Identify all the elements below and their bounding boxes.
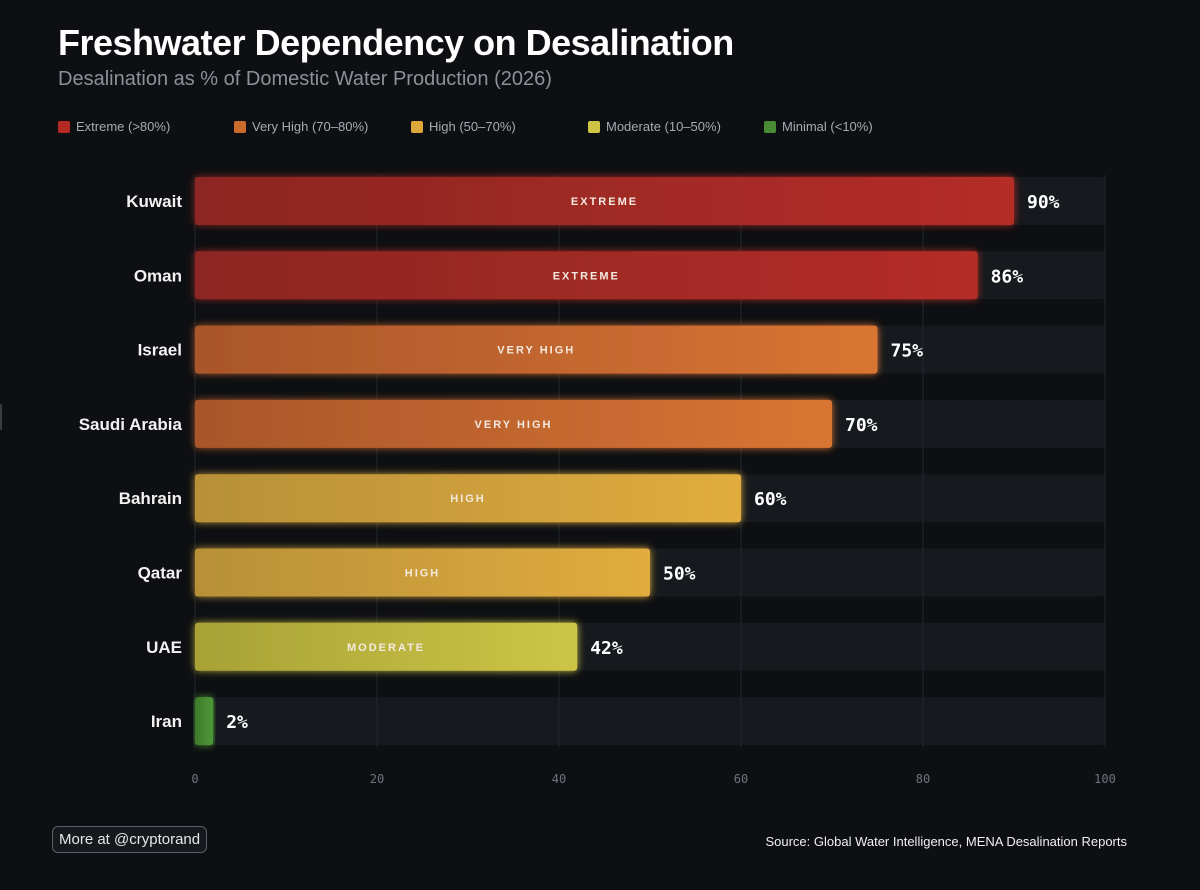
legend-swatch-extreme [58, 120, 70, 133]
x-tick-label: 20 [370, 772, 384, 786]
bar [195, 548, 650, 597]
legend-item-high: High (50–70%) [411, 119, 516, 134]
legend-label-extreme: Extreme (>80%) [76, 119, 171, 134]
bar [195, 325, 878, 374]
legend-swatch-moderate [588, 120, 600, 133]
legend-label-high: High (50–70%) [429, 119, 516, 134]
x-tick-label: 40 [552, 772, 566, 786]
legend-swatch-high [411, 120, 423, 133]
tier-label: HIGH [405, 568, 441, 580]
bar [195, 697, 214, 746]
value-label: 2% [226, 712, 248, 733]
x-tick-label: 100 [1094, 772, 1116, 786]
category-label: Iran [151, 712, 182, 731]
more-link-button[interactable]: More at @cryptorand [52, 826, 208, 853]
source-note: Source: Global Water Intelligence, MENA … [765, 834, 1127, 849]
x-tick-label: 80 [916, 772, 930, 786]
x-tick-label: 0 [191, 772, 198, 786]
bar-track [195, 697, 1105, 746]
value-label: 90% [1027, 192, 1060, 213]
legend-label-very-high: Very High (70–80%) [252, 119, 369, 134]
value-label: 50% [663, 564, 696, 585]
legend-label-minimal: Minimal (<10%) [782, 119, 873, 134]
tier-label: EXTREME [571, 196, 638, 208]
tier-label: VERY HIGH [475, 419, 553, 431]
category-label: UAE [146, 638, 182, 657]
category-label: Oman [134, 266, 182, 285]
legend-swatch-very-high [234, 120, 246, 133]
bar [195, 474, 741, 523]
tier-label: HIGH [450, 493, 486, 505]
bar [195, 251, 978, 300]
chart-subtitle: Desalination as % of Domestic Water Prod… [58, 68, 552, 90]
legend-item-minimal: Minimal (<10%) [764, 119, 873, 134]
x-tick-label: 60 [734, 772, 748, 786]
bar [195, 177, 1014, 225]
value-label: 70% [845, 415, 878, 436]
legend-label-moderate: Moderate (10–50%) [606, 119, 721, 134]
category-label: Saudi Arabia [79, 415, 183, 434]
category-label: Kuwait [126, 192, 182, 211]
value-label: 75% [891, 341, 924, 362]
tier-label: MODERATE [347, 642, 425, 654]
legend-swatch-minimal [764, 120, 776, 133]
legend-item-very-high: Very High (70–80%) [234, 119, 368, 134]
category-label: Bahrain [119, 489, 182, 508]
legend-item-extreme: Extreme (>80%) [58, 119, 170, 134]
value-label: 42% [590, 638, 623, 659]
bar [195, 622, 578, 671]
tier-label: EXTREME [553, 270, 620, 282]
chart-title: Freshwater Dependency on Desalination [58, 22, 734, 63]
value-label: 86% [991, 266, 1024, 287]
edge-marker [0, 404, 2, 430]
legend: Extreme (>80%) Very High (70–80%) High (… [58, 119, 1158, 137]
category-label: Qatar [138, 564, 183, 583]
tier-label: VERY HIGH [497, 345, 575, 357]
legend-item-moderate: Moderate (10–50%) [588, 119, 721, 134]
bar [195, 399, 832, 448]
category-label: Israel [138, 341, 182, 360]
value-label: 60% [754, 489, 787, 510]
